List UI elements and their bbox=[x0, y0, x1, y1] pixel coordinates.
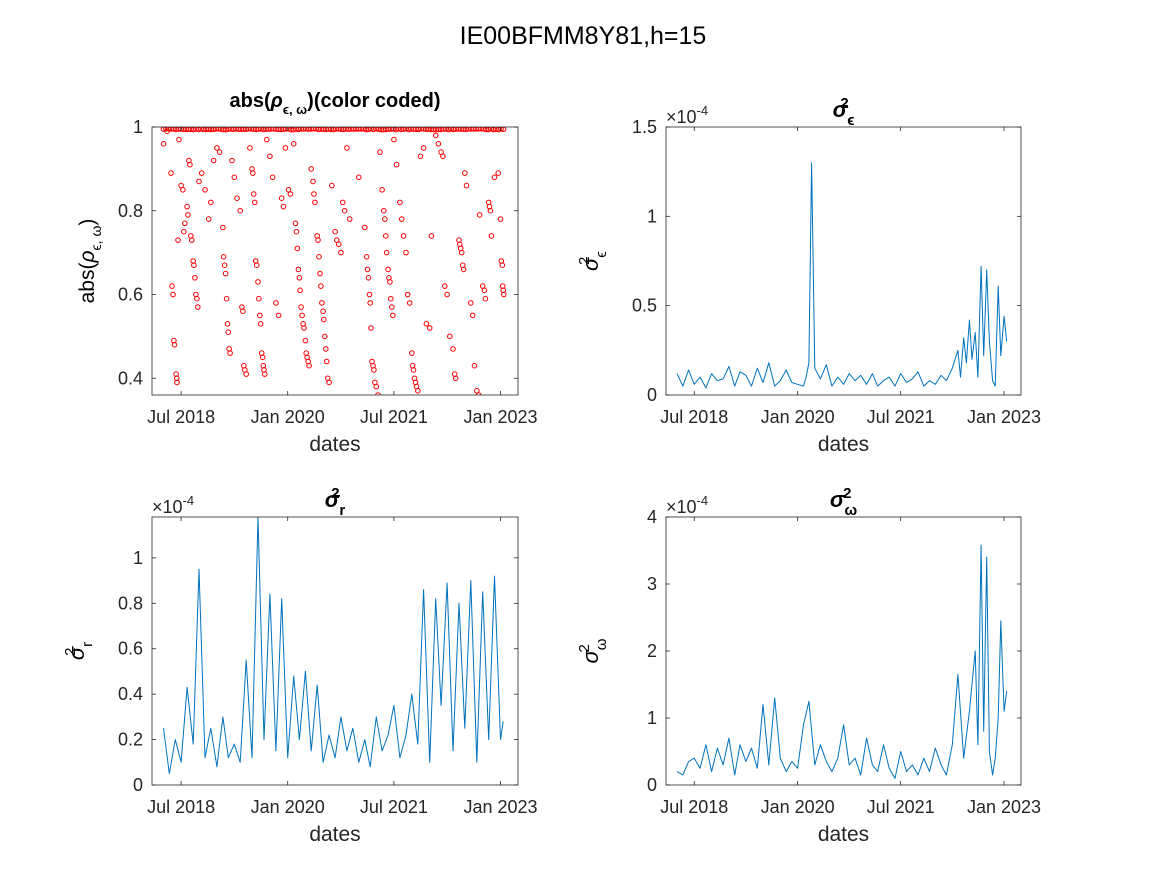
plot-area bbox=[152, 127, 518, 395]
y-tick-label: 4 bbox=[647, 507, 657, 527]
y-tick-label: 1 bbox=[133, 548, 143, 568]
x-tick-label: Jul 2021 bbox=[360, 797, 428, 817]
x-tick-label: Jan 2020 bbox=[251, 407, 325, 427]
y-tick-label: 3 bbox=[647, 574, 657, 594]
y-tick-label: 0 bbox=[647, 385, 657, 405]
x-tick-label: Jan 2023 bbox=[463, 797, 537, 817]
plot-area bbox=[666, 517, 1021, 785]
plot-area bbox=[152, 517, 518, 785]
y-tick-label: 0.8 bbox=[118, 593, 143, 613]
y-tick-label: 0.6 bbox=[118, 285, 143, 305]
x-tick-label: Jan 2020 bbox=[761, 407, 835, 427]
x-axis-label: dates bbox=[818, 433, 869, 456]
x-tick-label: Jul 2018 bbox=[147, 797, 215, 817]
x-axis-label: dates bbox=[818, 823, 869, 846]
x-axis-label: dates bbox=[309, 433, 360, 456]
x-tick-label: Jan 2023 bbox=[967, 407, 1041, 427]
x-tick-label: Jan 2020 bbox=[251, 797, 325, 817]
y-tick-label: 1 bbox=[647, 206, 657, 226]
x-tick-label: Jul 2018 bbox=[660, 797, 728, 817]
y-tick-label: 0.8 bbox=[118, 201, 143, 221]
figure-title: IE00BFMM8Y81,h=15 bbox=[460, 22, 707, 50]
x-tick-label: Jul 2021 bbox=[360, 407, 428, 427]
y-tick-label: 1 bbox=[647, 708, 657, 728]
y-tick-label: 0 bbox=[133, 775, 143, 795]
x-axis-label: dates bbox=[309, 823, 360, 846]
x-tick-label: Jul 2018 bbox=[660, 407, 728, 427]
y-tick-label: 0 bbox=[647, 775, 657, 795]
y-tick-label: 0.2 bbox=[118, 730, 143, 750]
x-tick-label: Jan 2023 bbox=[463, 407, 537, 427]
x-tick-label: Jan 2020 bbox=[761, 797, 835, 817]
y-tick-label: 1 bbox=[133, 117, 143, 137]
x-tick-label: Jul 2018 bbox=[147, 407, 215, 427]
y-tick-label: 0.4 bbox=[118, 684, 143, 704]
x-tick-label: Jul 2021 bbox=[867, 797, 935, 817]
x-tick-label: Jul 2021 bbox=[867, 407, 935, 427]
y-tick-label: 2 bbox=[647, 641, 657, 661]
y-tick-label: 0.5 bbox=[632, 296, 657, 316]
plot-area bbox=[666, 127, 1021, 395]
y-tick-label: 1.5 bbox=[632, 117, 657, 137]
y-tick-label: 0.6 bbox=[118, 639, 143, 659]
y-tick-label: 0.4 bbox=[118, 368, 143, 388]
x-tick-label: Jan 2023 bbox=[967, 797, 1041, 817]
